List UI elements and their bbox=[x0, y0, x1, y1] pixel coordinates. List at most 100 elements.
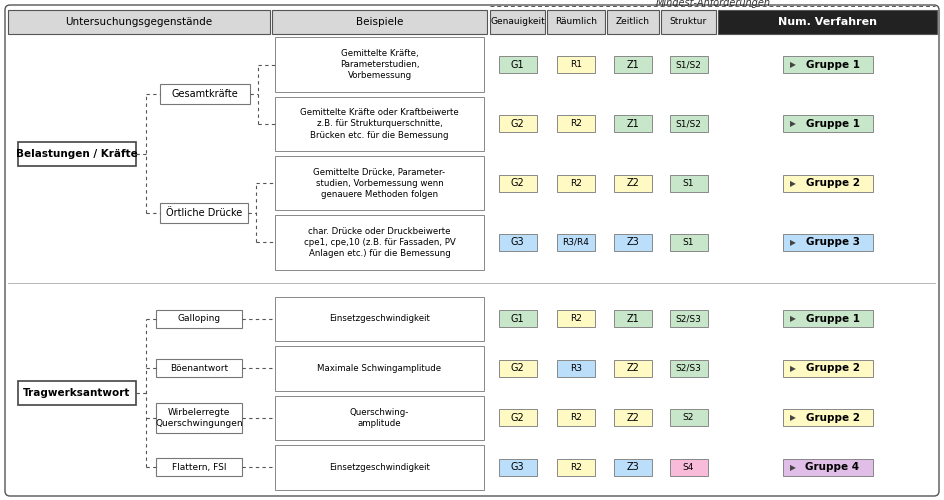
Text: Gesamtkräfte: Gesamtkräfte bbox=[172, 90, 238, 100]
Text: Z1: Z1 bbox=[626, 119, 639, 129]
Bar bbox=[498, 459, 536, 476]
Text: R1: R1 bbox=[569, 60, 582, 69]
Bar bbox=[556, 56, 595, 73]
Text: ▶: ▶ bbox=[788, 414, 795, 422]
Bar bbox=[556, 310, 595, 328]
Text: Genauigkeit: Genauigkeit bbox=[490, 18, 545, 26]
Bar bbox=[782, 310, 871, 328]
Text: Gemittelte Drücke, Parameter-
studien, Vorbemessung wenn
genauere Methoden folge: Gemittelte Drücke, Parameter- studien, V… bbox=[313, 168, 445, 199]
Bar bbox=[490, 10, 545, 34]
Text: ▶: ▶ bbox=[788, 238, 795, 247]
Text: S1: S1 bbox=[682, 178, 694, 188]
Bar bbox=[498, 360, 536, 377]
Text: Örtliche Drücke: Örtliche Drücke bbox=[166, 208, 242, 218]
Text: Gemittelte Kräfte,
Parameterstudien,
Vorbemessung: Gemittelte Kräfte, Parameterstudien, Vor… bbox=[340, 49, 419, 80]
Text: S1/S2: S1/S2 bbox=[675, 60, 700, 69]
Text: Gruppe 3: Gruppe 3 bbox=[804, 238, 859, 248]
Text: Böenantwort: Böenantwort bbox=[170, 364, 228, 373]
Bar bbox=[668, 174, 707, 192]
Bar bbox=[614, 410, 651, 426]
Text: S1/S2: S1/S2 bbox=[675, 120, 700, 128]
Text: Gruppe 1: Gruppe 1 bbox=[804, 119, 859, 129]
Text: Z1: Z1 bbox=[626, 314, 639, 324]
Bar bbox=[156, 360, 242, 378]
Text: Tragwerksantwort: Tragwerksantwort bbox=[24, 388, 130, 398]
Bar bbox=[556, 174, 595, 192]
Bar bbox=[668, 360, 707, 377]
Text: Flattern, FSI: Flattern, FSI bbox=[172, 463, 226, 472]
Bar bbox=[556, 116, 595, 132]
Text: Galloping: Galloping bbox=[177, 314, 220, 324]
Bar bbox=[614, 310, 651, 328]
Text: G2: G2 bbox=[510, 119, 524, 129]
Text: Beispiele: Beispiele bbox=[356, 17, 403, 27]
Text: Querschwing-
amplitude: Querschwing- amplitude bbox=[349, 408, 409, 428]
Text: S2/S3: S2/S3 bbox=[675, 314, 700, 324]
Text: R2: R2 bbox=[569, 120, 582, 128]
Text: Z2: Z2 bbox=[626, 413, 639, 423]
Text: G1: G1 bbox=[510, 60, 524, 70]
Bar bbox=[614, 360, 651, 377]
Bar bbox=[782, 360, 871, 377]
Text: S4: S4 bbox=[683, 463, 694, 472]
Text: Einsetzgeschwindigkeit: Einsetzgeschwindigkeit bbox=[329, 314, 430, 324]
Text: Gruppe 1: Gruppe 1 bbox=[804, 314, 859, 324]
Bar bbox=[660, 10, 716, 34]
Bar bbox=[156, 310, 242, 328]
Text: G3: G3 bbox=[510, 238, 524, 248]
Text: S1: S1 bbox=[682, 238, 694, 247]
Text: Untersuchungsgegenstände: Untersuchungsgegenstände bbox=[65, 17, 212, 27]
Bar bbox=[668, 459, 707, 476]
Text: ▶: ▶ bbox=[788, 178, 795, 188]
Text: Mindest-Anforderungen: Mindest-Anforderungen bbox=[655, 0, 770, 8]
Bar bbox=[498, 174, 536, 192]
Bar bbox=[668, 56, 707, 73]
Text: Maximale Schwingamplitude: Maximale Schwingamplitude bbox=[317, 364, 441, 373]
Text: Z2: Z2 bbox=[626, 178, 639, 188]
Bar bbox=[498, 234, 536, 251]
Text: R2: R2 bbox=[569, 314, 582, 324]
Bar bbox=[498, 410, 536, 426]
Bar bbox=[156, 403, 242, 433]
Text: R2: R2 bbox=[569, 463, 582, 472]
Bar bbox=[18, 381, 136, 405]
Bar bbox=[160, 203, 247, 223]
Bar bbox=[498, 56, 536, 73]
Bar bbox=[275, 97, 483, 151]
Bar bbox=[275, 346, 483, 391]
Bar bbox=[8, 10, 270, 34]
Bar bbox=[614, 174, 651, 192]
Text: G1: G1 bbox=[510, 314, 524, 324]
Bar bbox=[556, 234, 595, 251]
Text: ▶: ▶ bbox=[788, 60, 795, 69]
Bar bbox=[272, 10, 486, 34]
Text: Gruppe 2: Gruppe 2 bbox=[804, 413, 859, 423]
Bar bbox=[275, 296, 483, 341]
Bar bbox=[782, 116, 871, 132]
Text: Zeitlich: Zeitlich bbox=[615, 18, 649, 26]
Text: ▶: ▶ bbox=[788, 463, 795, 472]
Text: Einsetzgeschwindigkeit: Einsetzgeschwindigkeit bbox=[329, 463, 430, 472]
Bar bbox=[614, 56, 651, 73]
Text: R2: R2 bbox=[569, 178, 582, 188]
Bar bbox=[156, 458, 242, 476]
Text: S2/S3: S2/S3 bbox=[675, 364, 700, 373]
Bar bbox=[668, 116, 707, 132]
Bar bbox=[614, 116, 651, 132]
Text: G2: G2 bbox=[510, 178, 524, 188]
Text: R2: R2 bbox=[569, 414, 582, 422]
Text: ▶: ▶ bbox=[788, 314, 795, 324]
Bar bbox=[556, 459, 595, 476]
Bar bbox=[275, 38, 483, 92]
Text: Belastungen / Kräfte: Belastungen / Kräfte bbox=[16, 148, 138, 158]
Text: G2: G2 bbox=[510, 364, 524, 374]
Bar bbox=[614, 234, 651, 251]
Bar bbox=[556, 410, 595, 426]
Bar bbox=[668, 310, 707, 328]
Text: Z2: Z2 bbox=[626, 364, 639, 374]
Bar bbox=[498, 116, 536, 132]
Bar bbox=[614, 459, 651, 476]
Text: Gruppe 4: Gruppe 4 bbox=[804, 462, 859, 472]
Text: Räumlich: Räumlich bbox=[554, 18, 597, 26]
Bar bbox=[160, 84, 250, 104]
